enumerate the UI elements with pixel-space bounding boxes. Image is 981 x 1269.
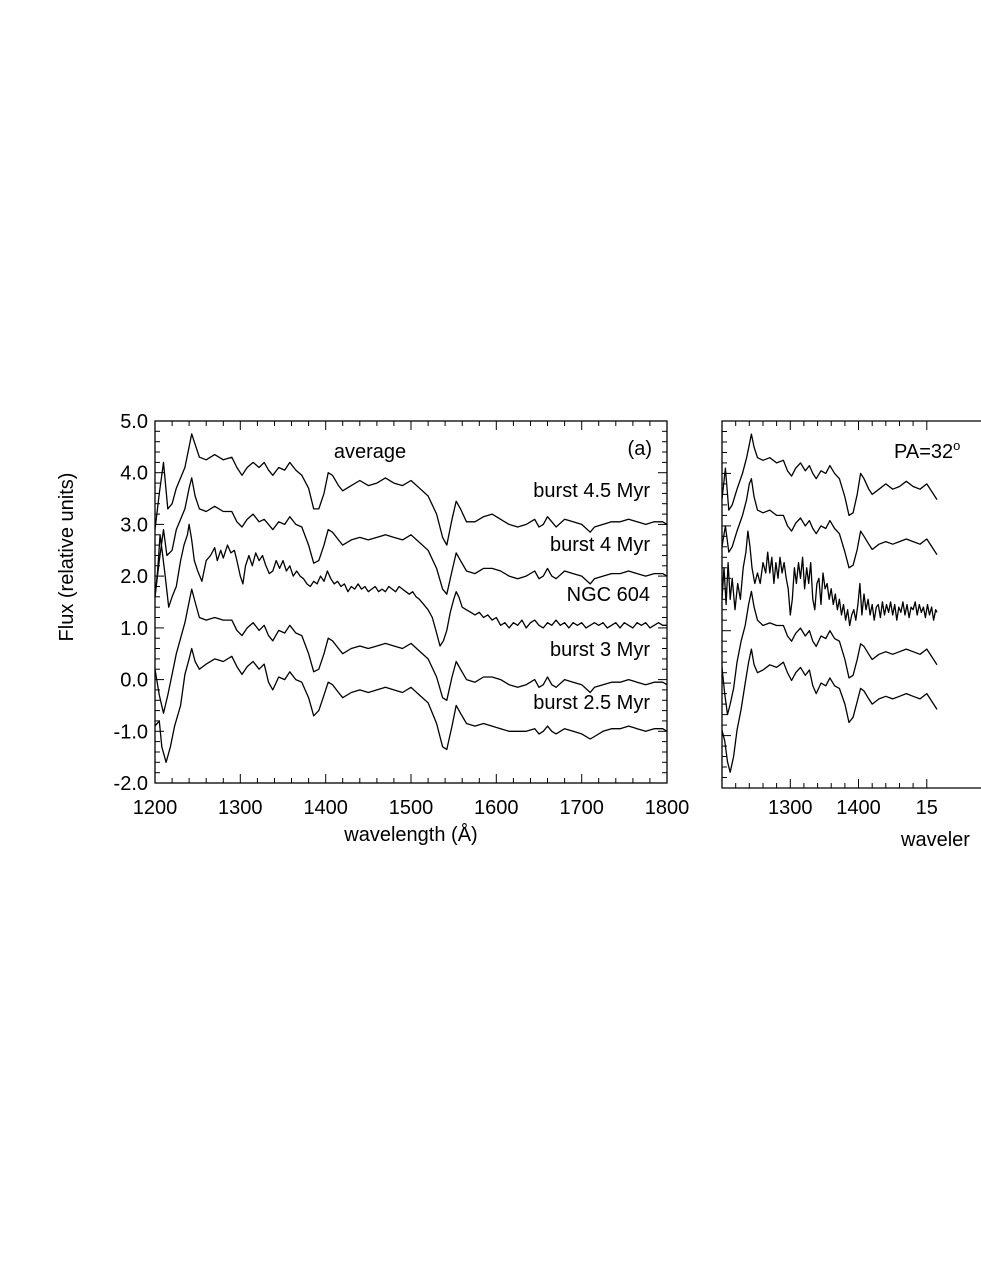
- panel-a-y-tick-labels: 5.0 4.0 3.0 2.0 1.0 0.0 -1.0 -2.0: [114, 411, 148, 795]
- panel-b: 1300 1400 15 PA=32o waveler: [721, 420, 981, 851]
- y-tick-label: 5.0: [120, 411, 148, 433]
- spectrum-line: [721, 433, 938, 517]
- panel-a-title: average: [334, 441, 406, 463]
- panel-a: 5.04.03.02.01.00.0-1.0-2.0 1200 1300 1400 1…: [56, 411, 689, 846]
- y-tick-label: 4.0: [120, 463, 148, 485]
- spectrum-line: [154, 588, 668, 714]
- x-tick-label: 1400: [836, 797, 881, 819]
- series-label: burst 2.5 Myr: [533, 692, 650, 714]
- panel-a-series-labels: burst 4.5 Myr burst 4 Myr NGC 604 burst 3 M…: [533, 480, 650, 714]
- panel-b-x-tick-labels: 1300 1400 15: [768, 797, 938, 819]
- panel-a-spectra: [154, 433, 668, 763]
- panel-a-x-tick-labels: 1200 1300 1400 1500 1600 1700 1800: [133, 797, 690, 819]
- spectrum-line: [721, 590, 938, 716]
- x-tick-label: 1300: [218, 797, 263, 819]
- x-tick-label: 1600: [474, 797, 519, 819]
- panel-b-label: PA=32o: [894, 438, 960, 463]
- spectrum-line: [154, 477, 668, 597]
- y-tick-label: 0.0: [120, 670, 148, 692]
- y-axis-label: Flux (relative units): [56, 473, 78, 642]
- spectrum-line: [721, 530, 938, 627]
- panel-a-label: (a): [628, 438, 652, 460]
- y-tick-label: -1.0: [114, 721, 148, 743]
- spectrum-line: [721, 478, 938, 569]
- x-tick-label: 1400: [303, 797, 348, 819]
- y-tick-label: 1.0: [120, 618, 148, 640]
- x-tick-label: 1700: [559, 797, 604, 819]
- x-tick-label: 1300: [768, 797, 813, 819]
- x-tick-label: 1800: [645, 797, 690, 819]
- panel-b-ticks: [722, 420, 928, 789]
- x-axis-label: wavelength (Å): [343, 823, 477, 846]
- series-label: NGC 604: [567, 584, 650, 606]
- spectrum-line: [154, 647, 668, 763]
- panel-b-spectra: [721, 433, 938, 773]
- panel-b-frame: [721, 420, 981, 789]
- panel-b-label-superscript: o: [953, 438, 960, 453]
- spectrum-line: [154, 523, 667, 647]
- spectrum-line: [154, 433, 668, 546]
- series-label: burst 4 Myr: [550, 534, 650, 556]
- panel-b-x-axis-label: waveler: [900, 829, 970, 851]
- y-tick-label: -2.0: [114, 773, 148, 795]
- x-tick-label: 1200: [133, 797, 178, 819]
- series-label: burst 3 Myr: [550, 639, 650, 661]
- spectrum-line: [721, 648, 938, 773]
- series-label: burst 4.5 Myr: [533, 480, 650, 502]
- y-tick-label: 3.0: [120, 514, 148, 536]
- x-tick-label: 1500: [389, 797, 434, 819]
- x-tick-label: 15: [916, 797, 938, 819]
- y-tick-label: 2.0: [120, 566, 148, 588]
